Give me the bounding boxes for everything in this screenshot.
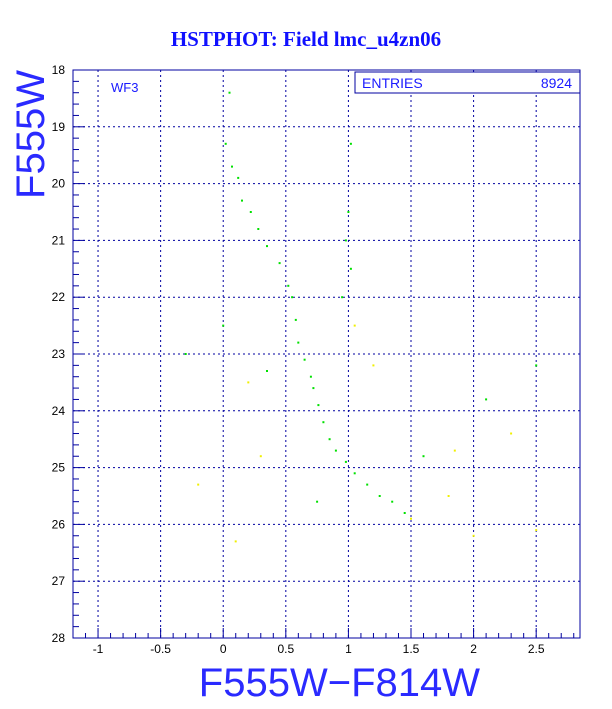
panel-label: WF3 [111,80,138,95]
y-tick-label: 25 [52,461,66,475]
x-tick-label: 0.5 [277,642,294,656]
data-point [222,324,225,327]
data-point [447,495,450,497]
data-point [316,500,319,503]
data-point [297,341,300,344]
chart-title: HSTPHOT: Field lmc_u4zn06 [171,27,441,51]
y-tick-label: 27 [52,574,66,588]
x-axis-label: F555W−F814W [199,661,480,705]
data-point [453,449,456,452]
y-tick-label: 26 [52,517,66,531]
data-point [266,370,268,372]
data-point [303,358,306,361]
data-point [266,245,268,248]
data-point [344,239,347,242]
data-point [372,364,375,367]
x-tick-label: 1.5 [403,642,420,656]
y-tick-label: 23 [52,347,66,361]
data-point [403,512,406,514]
data-point [312,387,315,390]
x-tick-label: 2.5 [528,642,545,656]
y-tick-label: 21 [52,233,66,247]
data-point [228,91,231,94]
data-point [349,142,352,145]
data-point [234,540,237,543]
y-tick-label: 22 [52,290,66,304]
y-axis-label: F555W [9,70,53,199]
data-point [241,199,243,202]
x-tick-label: 0 [220,642,227,656]
data-point [485,398,488,401]
y-tick-label: 20 [52,177,66,191]
data-point [328,438,331,441]
data-point [349,267,352,270]
data-point [391,500,394,503]
data-point [366,483,369,486]
data-point [341,296,344,299]
y-tick-label: 18 [52,63,66,77]
data-point [378,495,381,497]
plot-area [73,70,580,638]
data-point [472,534,475,537]
y-tick-label: 19 [52,120,66,134]
data-point [257,228,260,230]
data-point [278,262,281,265]
stats-entries-value: 8924 [541,75,572,91]
data-point [291,296,294,299]
data-point [197,483,200,486]
data-point [184,353,187,355]
x-tick-label: 1 [345,642,352,656]
data-point [317,404,320,407]
data-point [344,460,347,463]
stats-box-frame [354,71,581,94]
y-tick-label: 24 [52,404,66,418]
data-point [410,517,412,520]
data-point [353,472,356,475]
data-point [353,324,356,327]
data-point [322,421,325,424]
data-point [294,318,297,321]
axis-ticks: -1 -0.5 0 0.5 1 1.5 2 2.5 18 19 20 21 22 23 24 25 26 27 28 [52,63,575,656]
data-point [247,381,250,384]
data-point [535,364,538,367]
x-tick-label: 2 [470,642,477,656]
data-point [231,165,233,168]
x-tick-label: -0.5 [150,642,171,656]
data-point [309,375,312,378]
stats-entries-label: ENTRIES [362,75,423,91]
data-point [249,211,252,213]
data-point [347,211,350,213]
data-point [237,176,240,179]
y-tick-label: 28 [52,631,66,645]
data-point [287,284,290,287]
data-point [224,142,227,145]
data-point [510,432,513,435]
data-point [259,455,262,458]
data-point [535,529,538,532]
data-points [184,91,538,543]
x-tick-label: -1 [93,642,104,656]
stats-box: ENTRIES 8924 [354,71,581,94]
data-point [334,449,337,452]
data-point [422,455,425,458]
